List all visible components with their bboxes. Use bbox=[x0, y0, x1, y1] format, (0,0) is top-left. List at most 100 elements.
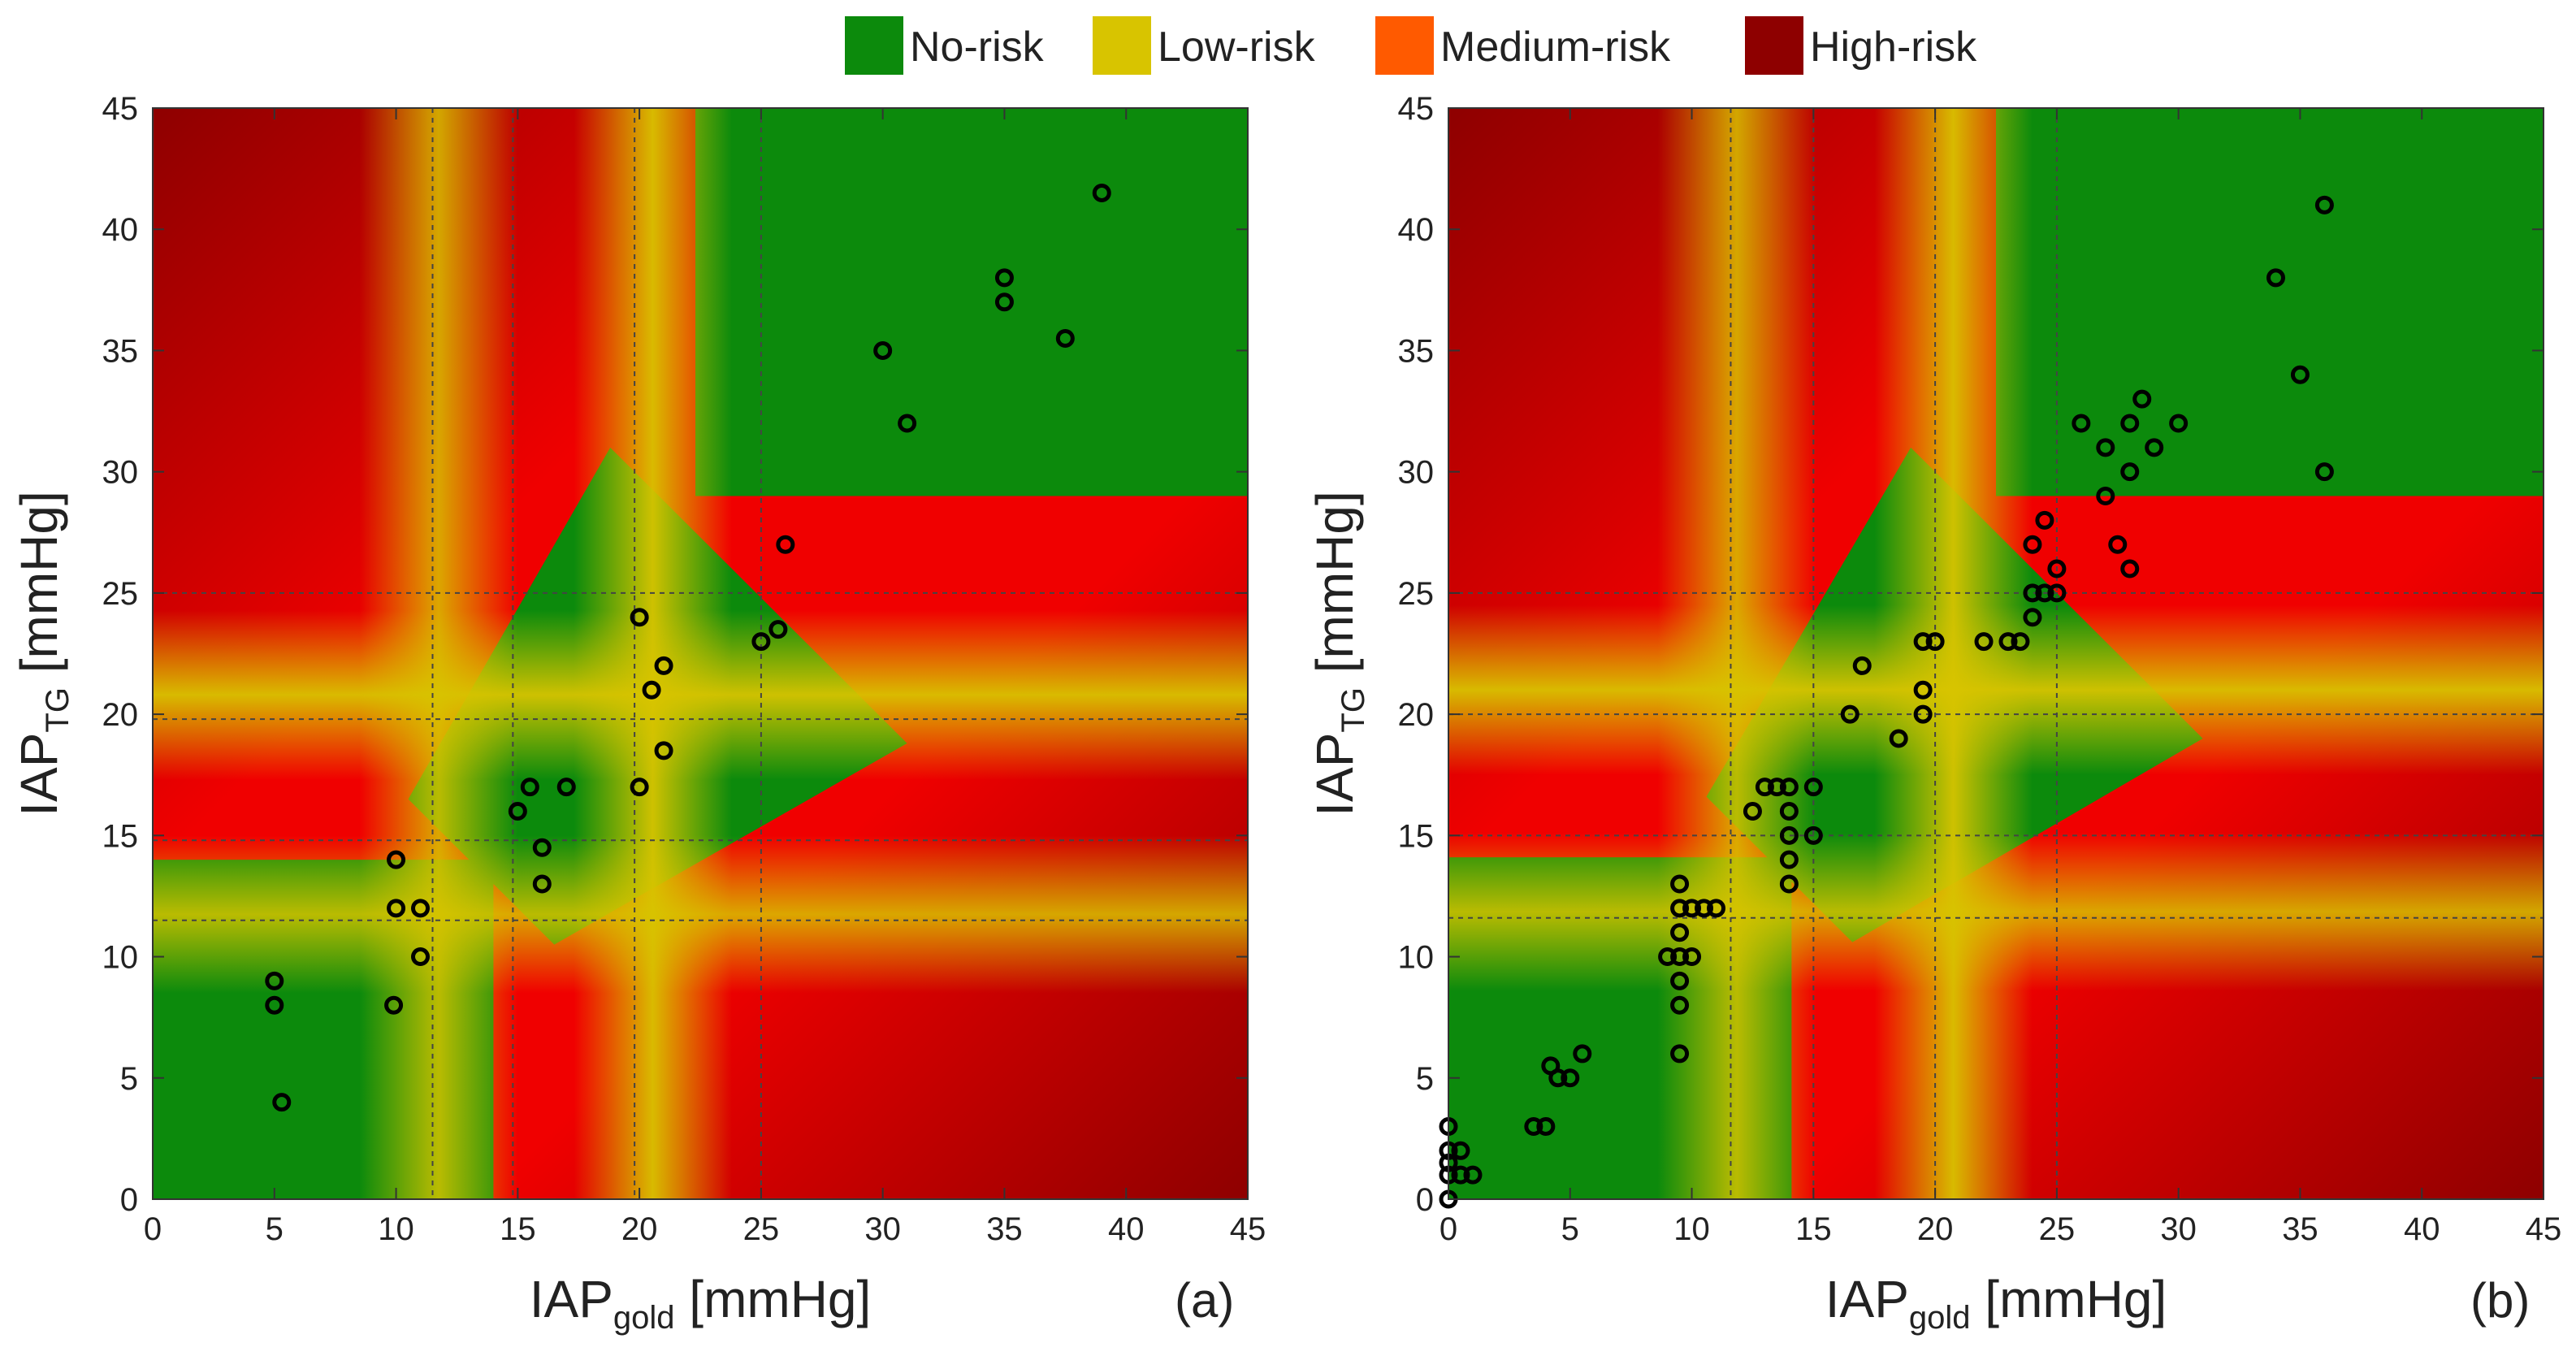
x-axis-title-sub: gold bbox=[1909, 1300, 1971, 1336]
data-point bbox=[1451, 1165, 1470, 1185]
x-tick-label: 40 bbox=[2404, 1211, 2440, 1247]
data-point bbox=[2145, 438, 2164, 457]
x-tick-label: 35 bbox=[2282, 1211, 2318, 1247]
x-tick-label: 45 bbox=[1230, 1211, 1266, 1247]
data-point bbox=[630, 608, 649, 627]
legend-label-medium-risk: Medium-risk bbox=[1440, 24, 1671, 71]
threshold-lines-b bbox=[1448, 108, 2544, 1199]
data-point bbox=[2169, 414, 2189, 433]
data-point bbox=[1779, 825, 1799, 845]
data-point bbox=[384, 995, 404, 1015]
risk-heatmap-b bbox=[1448, 108, 2544, 1199]
risk-transition-h-high bbox=[153, 609, 1248, 780]
data-point bbox=[508, 801, 527, 821]
data-point bbox=[411, 947, 431, 967]
data-point bbox=[1670, 1044, 1690, 1064]
data-point bbox=[776, 535, 795, 554]
y-axis-title-main: IAP bbox=[10, 733, 68, 817]
risk-transition-h-low bbox=[153, 835, 1248, 994]
data-point bbox=[768, 620, 788, 639]
data-point bbox=[1670, 947, 1690, 967]
data-point bbox=[1682, 899, 1702, 918]
data-point bbox=[1913, 704, 1933, 724]
x-tick-label: 35 bbox=[986, 1211, 1023, 1247]
y-tick-label: 35 bbox=[1398, 333, 1435, 369]
x-tick-label: 40 bbox=[1108, 1211, 1145, 1247]
legend-label-low-risk: Low-risk bbox=[1158, 24, 1316, 71]
data-point bbox=[994, 292, 1014, 312]
y-axis-title-sub: TG bbox=[40, 687, 76, 733]
x-ticks-a: 0 5 10 15 20 25 30 35 40 45 bbox=[144, 108, 1266, 1247]
data-point bbox=[520, 778, 539, 797]
x-axis-title-a: IAPgold [mmHg] bbox=[530, 1270, 872, 1336]
y-tick-label: 15 bbox=[1398, 818, 1435, 854]
data-point bbox=[630, 778, 649, 797]
data-point bbox=[1695, 899, 1714, 918]
data-point bbox=[1092, 183, 1111, 202]
data-point bbox=[2096, 487, 2115, 506]
data-point bbox=[532, 838, 552, 857]
y-tick-label: 25 bbox=[1398, 576, 1435, 612]
y-tick-label: 30 bbox=[1398, 455, 1435, 491]
y-axis-title-b: IAPTG [mmHg] bbox=[1305, 491, 1371, 816]
data-point bbox=[1670, 923, 1690, 942]
x-axis-title-main: IAP bbox=[1825, 1270, 1909, 1328]
data-point bbox=[1573, 1044, 1592, 1064]
data-point bbox=[387, 899, 406, 918]
data-point bbox=[898, 414, 917, 433]
data-point bbox=[2290, 365, 2310, 384]
data-point bbox=[532, 874, 552, 894]
data-point bbox=[2047, 583, 2067, 603]
data-point bbox=[1925, 632, 1945, 652]
x-tick-label: 30 bbox=[864, 1211, 901, 1247]
data-point bbox=[2120, 462, 2140, 482]
data-point bbox=[2266, 268, 2285, 288]
panel-b: 0 5 10 15 20 25 30 35 40 45 0 5 10 15 20 25 30 35 40 45 IA… bbox=[1305, 91, 2561, 1336]
data-point bbox=[1451, 1141, 1470, 1160]
data-point bbox=[2035, 583, 2054, 603]
data-point bbox=[1055, 329, 1075, 349]
y-tick-label: 30 bbox=[102, 455, 139, 491]
y-tick-label: 40 bbox=[102, 212, 139, 248]
x-tick-label: 0 bbox=[144, 1211, 162, 1247]
legend-label-no-risk: No-risk bbox=[910, 24, 1045, 71]
y-tick-label: 10 bbox=[1398, 940, 1435, 976]
risk-transition-h-high bbox=[1448, 604, 2544, 775]
data-point bbox=[751, 632, 771, 652]
data-point bbox=[1974, 632, 1994, 652]
legend-label-high-risk: High-risk bbox=[1810, 24, 1977, 71]
x-tick-label: 45 bbox=[2526, 1211, 2562, 1247]
data-point bbox=[1463, 1165, 1483, 1185]
y-axis-title-a: IAPTG [mmHg] bbox=[10, 491, 76, 816]
data-point bbox=[1767, 778, 1786, 797]
data-point bbox=[387, 850, 406, 869]
risk-heatmap-a bbox=[153, 108, 1248, 1199]
data-point bbox=[642, 680, 661, 700]
x-tick-label: 15 bbox=[1795, 1211, 1832, 1247]
data-point bbox=[2023, 608, 2042, 627]
x-axis-title-main: IAP bbox=[530, 1270, 613, 1328]
legend-swatch-high-risk bbox=[1745, 16, 1803, 75]
data-point bbox=[2314, 195, 2334, 214]
y-tick-label: 45 bbox=[1398, 91, 1435, 127]
data-point bbox=[2023, 583, 2042, 603]
data-point bbox=[2011, 632, 2030, 652]
panel-label-b: (b) bbox=[2470, 1273, 2530, 1328]
x-tick-label: 0 bbox=[1440, 1211, 1457, 1247]
x-tick-label: 10 bbox=[378, 1211, 414, 1247]
data-point bbox=[1561, 1068, 1580, 1088]
data-point bbox=[2035, 510, 2054, 530]
threshold-lines-a bbox=[153, 108, 1248, 1199]
data-point bbox=[1670, 995, 1690, 1015]
plot-frame-b bbox=[1448, 107, 2544, 1200]
legend-swatch-low-risk bbox=[1093, 16, 1151, 75]
data-point bbox=[556, 778, 576, 797]
y-tick-label: 0 bbox=[120, 1182, 138, 1218]
panel-a: 0 5 10 15 20 25 30 35 40 45 0 5 10 15 20 25 30 35 40 45 IA… bbox=[10, 91, 1266, 1336]
x-tick-label: 15 bbox=[500, 1211, 536, 1247]
data-point bbox=[654, 656, 673, 675]
y-axis-title-main: IAP bbox=[1305, 733, 1364, 817]
y-axis-title-unit: [mmHg] bbox=[10, 491, 68, 687]
x-tick-label: 25 bbox=[2039, 1211, 2076, 1247]
data-point bbox=[1670, 899, 1690, 918]
